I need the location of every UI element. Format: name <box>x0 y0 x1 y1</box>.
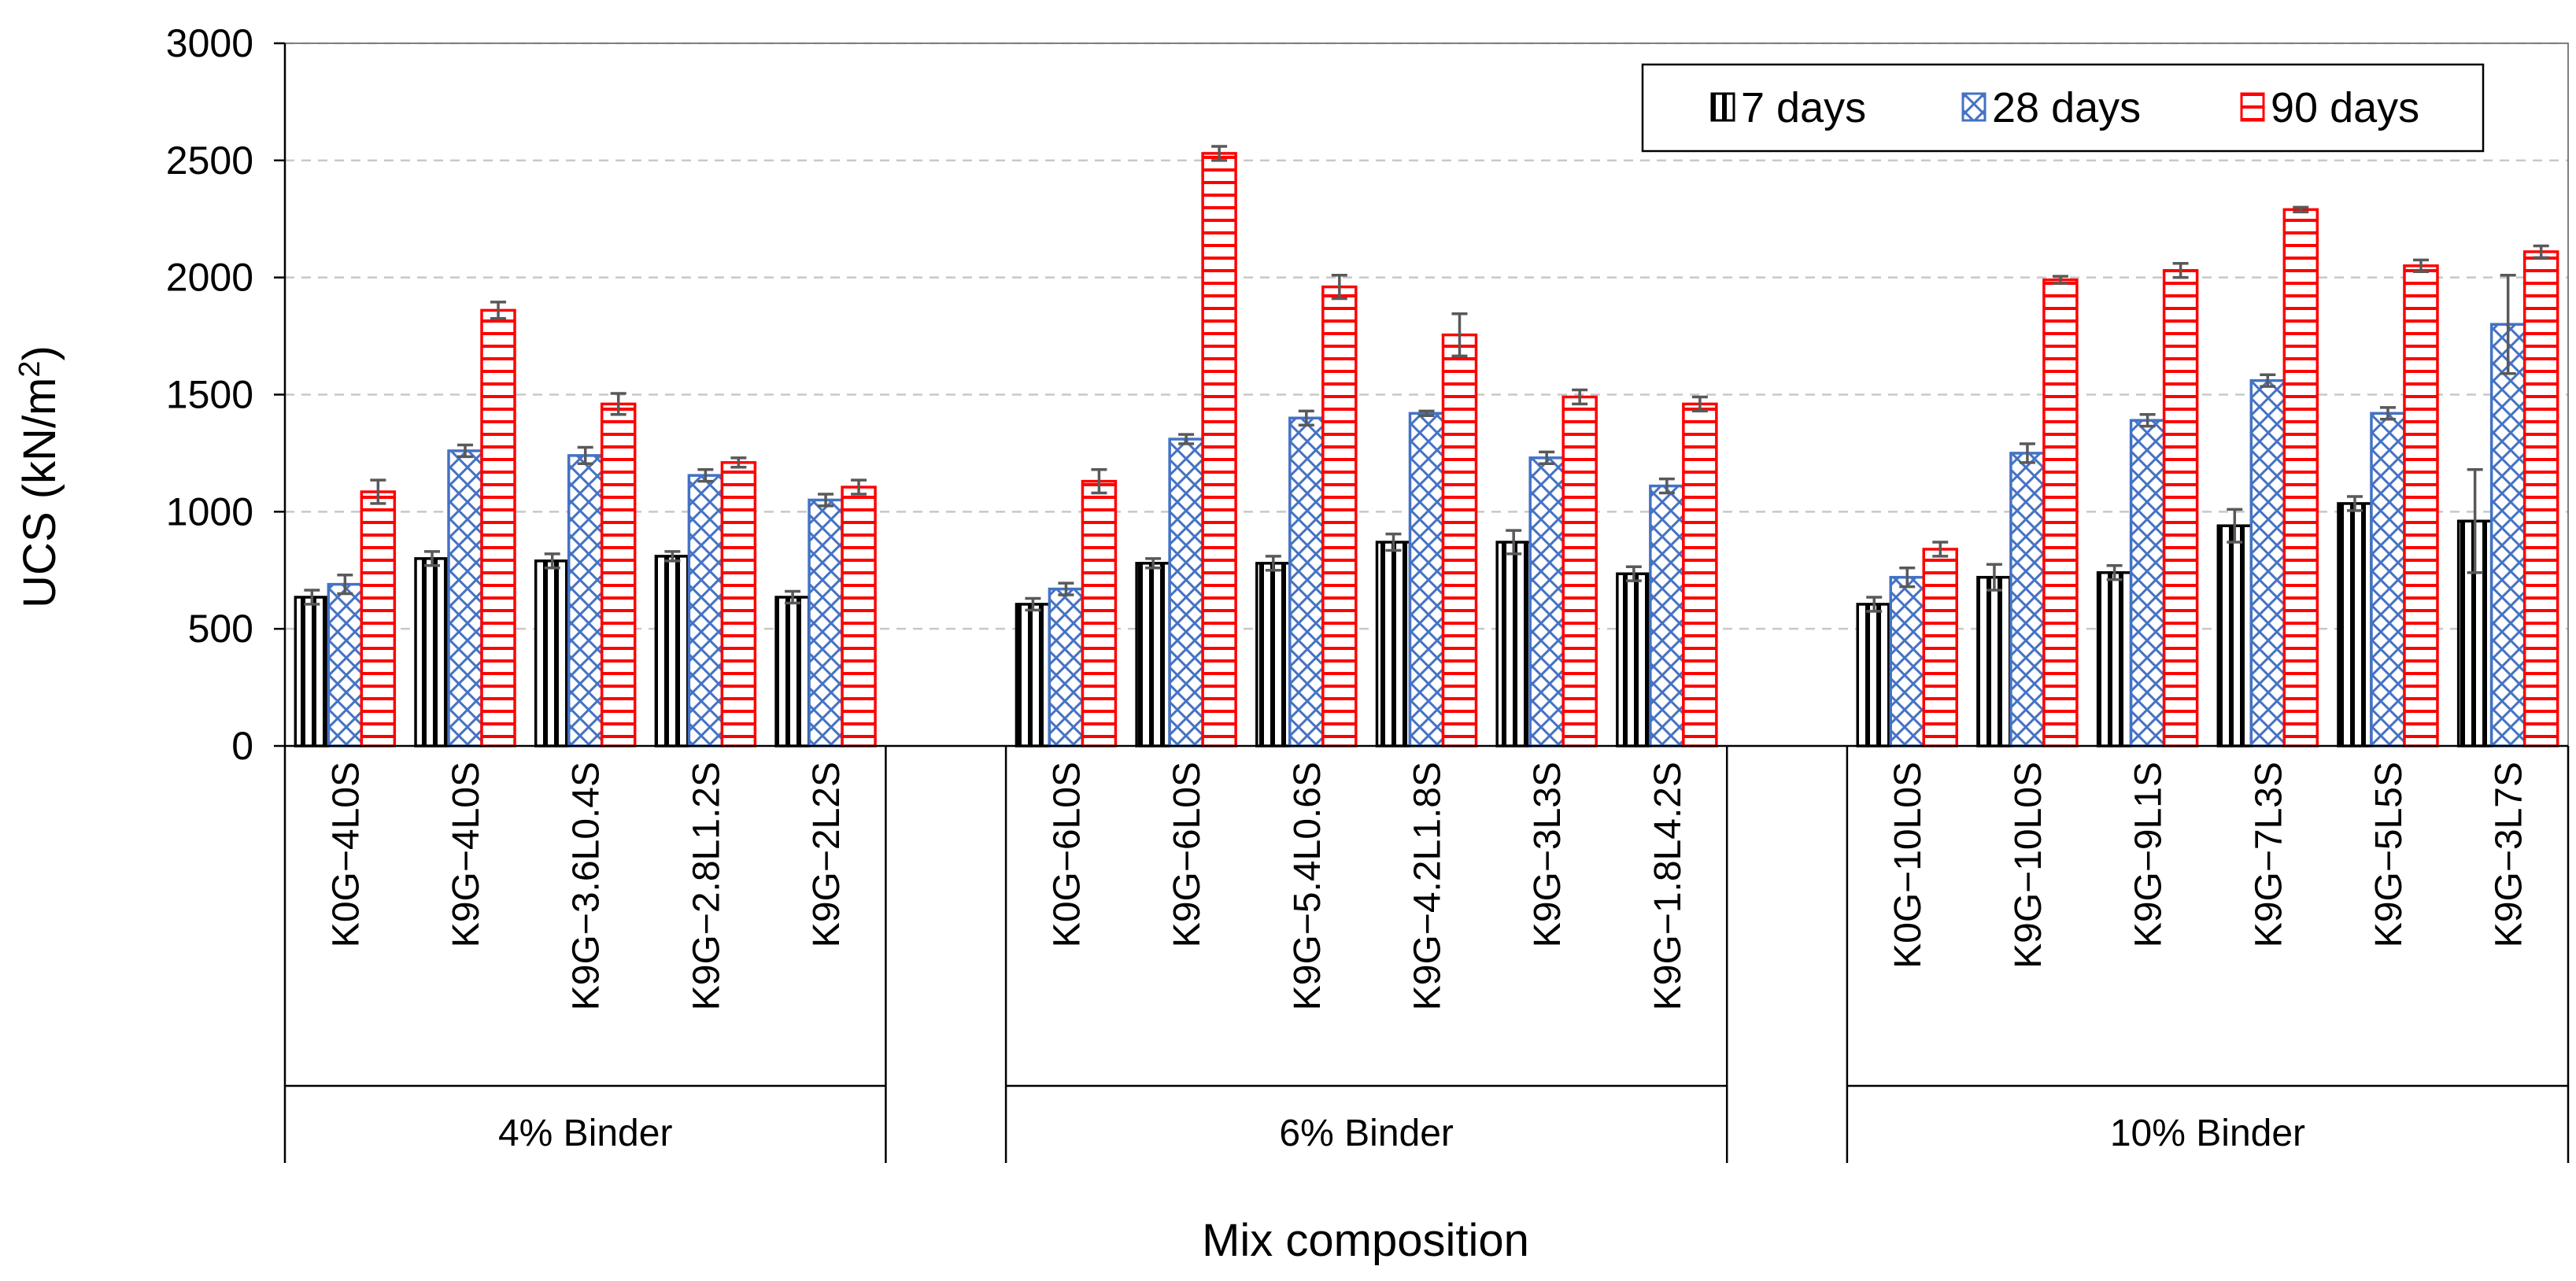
bar-28d <box>1048 587 1085 748</box>
legend-label-7-days: 7 days <box>1741 84 1866 131</box>
bar-28d <box>2009 452 2046 748</box>
bar-7d <box>1976 575 2012 748</box>
legend-label-28-days: 28 days <box>1992 84 2141 131</box>
x-category-label: K9G−6L0S <box>1166 762 1208 947</box>
bar-90d <box>1682 402 1718 748</box>
x-category-label: K9G−5L5S <box>2368 762 2410 947</box>
bar-7d <box>1616 572 1652 748</box>
x-category-label: K9G−3L7S <box>2489 762 2530 947</box>
bar-28d <box>1889 575 1925 748</box>
bar-90d <box>1081 479 1118 748</box>
x-category-labels: K0G−4L0S K9G−4L0S K9G−3.6L0.4S K9G−2.8L1.2S… <box>325 762 2530 1010</box>
bar-90d <box>2042 278 2079 748</box>
legend-swatch-28-days <box>1961 92 1987 122</box>
bar-28d <box>447 449 483 748</box>
bar-28d <box>2489 323 2526 748</box>
x-category-label: K9G−4L0S <box>445 762 487 947</box>
axes <box>274 42 2569 748</box>
bar-7d <box>1856 603 1892 748</box>
bar-7d <box>294 596 331 748</box>
legend-box <box>1641 63 2485 153</box>
legend: 7 days 28 days 90 days <box>1641 63 2485 153</box>
bar-7d <box>1015 603 1051 748</box>
error-bars <box>304 145 2549 613</box>
bar-90d <box>2162 268 2199 748</box>
bar-28d <box>1168 437 1204 748</box>
x-category-label: K9G−10L0S <box>2008 762 2049 969</box>
bar-28d <box>1408 412 1445 748</box>
x-category-label: K9G−1.8L4.2S <box>1647 762 1689 1010</box>
bar-90d <box>1321 285 1358 748</box>
x-category-label: K9G−9L1S <box>2128 762 2170 947</box>
x-category-label: K9G−4.2L1.8S <box>1407 762 1449 1010</box>
x-axis-title: Mix composition <box>1202 1215 1529 1266</box>
bar-7d <box>2216 524 2253 748</box>
x-category-label: K0G−4L0S <box>325 762 367 947</box>
y-tick-label: 1000 <box>166 489 253 533</box>
bar-28d <box>2129 419 2166 748</box>
bar-28d <box>808 498 844 748</box>
bar-7d <box>1495 541 1532 748</box>
x-category-label: K9G−2.8L1.2S <box>686 762 727 1010</box>
bar-90d <box>600 402 637 748</box>
bar-28d <box>1288 416 1325 748</box>
group-label: 10% Binder <box>2110 1113 2305 1154</box>
x-category-label: K0G−10L0S <box>1887 762 1929 969</box>
y-tick-label: 500 <box>188 607 253 651</box>
bar-90d <box>480 308 516 748</box>
bar-90d <box>1201 152 1237 748</box>
bar-7d <box>2337 502 2373 748</box>
bar-7d <box>534 559 571 748</box>
bar-28d <box>327 582 364 748</box>
group-label: 4% Binder <box>498 1113 672 1154</box>
bar-28d <box>2249 378 2286 748</box>
bars <box>294 152 2559 748</box>
x-category-label: K9G−2L2S <box>806 762 848 947</box>
bar-7d <box>654 555 691 748</box>
legend-label-90-days: 90 days <box>2271 84 2419 131</box>
bar-7d <box>1135 562 1171 748</box>
bar-90d <box>2522 250 2559 748</box>
x-category-label: K9G−7L3S <box>2248 762 2290 947</box>
bar-7d <box>414 557 450 748</box>
x-category-label: K9G−3.6L0.4S <box>566 762 608 1010</box>
y-tick-label: 1500 <box>166 373 253 417</box>
legend-swatch-7-days <box>1710 92 1735 122</box>
bar-28d <box>2370 412 2406 748</box>
bar-7d <box>774 596 811 748</box>
y-tick-label: 2500 <box>166 138 253 183</box>
y-tick-label: 3000 <box>166 21 253 65</box>
bar-90d <box>1922 548 1958 748</box>
bar-90d <box>1441 333 1478 748</box>
bar-7d <box>1255 562 1292 748</box>
bar-90d <box>720 461 757 748</box>
y-tick-labels: 0 500 1000 1500 2000 2500 3000 <box>166 21 253 768</box>
legend-swatch-90-days <box>2240 92 2265 122</box>
bar-28d <box>567 454 604 748</box>
bar-28d <box>1649 484 1685 748</box>
bar-28d <box>1528 456 1565 748</box>
bar-90d <box>1561 395 1598 748</box>
group-labels: 4% Binder 6% Binder 10% Binder <box>283 746 2570 1163</box>
bar-90d <box>2403 264 2439 748</box>
y-axis-title: UCS (kN/m2) <box>13 345 65 608</box>
bar-7d <box>1375 541 1412 748</box>
y-tick-label: 0 <box>231 724 253 768</box>
bar-90d <box>360 490 397 748</box>
bar-28d <box>687 474 724 748</box>
x-category-label: K9G−5.4L0.6S <box>1287 762 1329 1010</box>
x-category-label: K0G−6L0S <box>1046 762 1088 947</box>
y-tick-label: 2000 <box>166 256 253 300</box>
group-label: 6% Binder <box>1279 1113 1453 1154</box>
bar-7d <box>2096 570 2133 748</box>
x-category-label: K9G−3L3S <box>1527 762 1569 947</box>
bar-90d <box>841 485 877 748</box>
bar-90d <box>2282 208 2319 748</box>
